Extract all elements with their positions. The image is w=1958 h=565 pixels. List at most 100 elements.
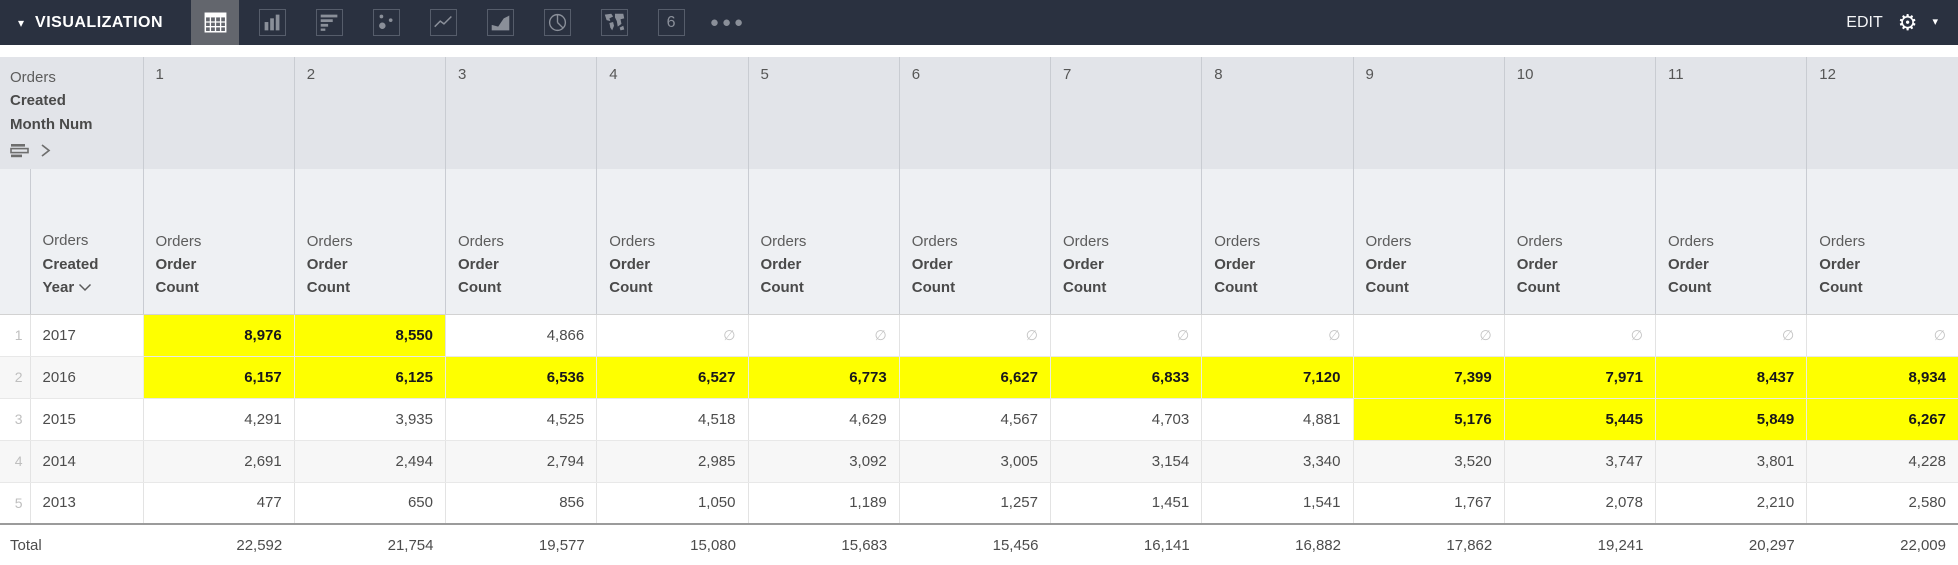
- order-count-cell[interactable]: 1,257: [898, 482, 1051, 525]
- month-column-header[interactable]: 7: [1049, 57, 1202, 169]
- order-count-cell[interactable]: 2,794: [444, 440, 597, 483]
- order-count-cell[interactable]: 4,866: [444, 314, 597, 357]
- edit-button[interactable]: EDIT: [1846, 13, 1883, 31]
- year-cell[interactable]: 2015: [29, 398, 143, 441]
- year-cell[interactable]: 2016: [29, 356, 143, 399]
- viz-type-pie-chart-button[interactable]: [533, 0, 581, 45]
- order-count-cell[interactable]: 1,451: [1049, 482, 1202, 525]
- viz-type-more-button[interactable]: ●●●: [704, 0, 752, 45]
- order-count-cell[interactable]: 3,154: [1049, 440, 1202, 483]
- order-count-cell[interactable]: 6,627: [898, 356, 1051, 399]
- month-column-header[interactable]: 2: [293, 57, 446, 169]
- viz-type-single-value-button[interactable]: 6: [647, 0, 695, 45]
- order-count-cell[interactable]: 4,703: [1049, 398, 1202, 441]
- order-count-cell[interactable]: 2,985: [596, 440, 748, 483]
- null-value-cell[interactable]: ∅: [1806, 314, 1958, 357]
- measure-column-header[interactable]: Orders Order Count: [1806, 169, 1958, 315]
- viz-type-scatter-plot-button[interactable]: [362, 0, 410, 45]
- order-count-cell[interactable]: 6,157: [142, 356, 295, 399]
- order-count-cell[interactable]: 650: [293, 482, 446, 525]
- order-count-cell[interactable]: 3,747: [1503, 440, 1656, 483]
- order-count-cell[interactable]: 4,629: [747, 398, 900, 441]
- visualization-header-toggle[interactable]: ▾ VISUALIZATION: [0, 14, 191, 32]
- order-count-cell[interactable]: 8,437: [1654, 356, 1807, 399]
- order-count-cell[interactable]: 6,833: [1049, 356, 1202, 399]
- order-count-cell[interactable]: 1,189: [747, 482, 900, 525]
- order-count-cell[interactable]: 2,210: [1654, 482, 1807, 525]
- viz-type-column-chart-button[interactable]: [248, 0, 296, 45]
- total-value-cell[interactable]: 21,754: [294, 523, 446, 565]
- month-column-header[interactable]: 12: [1806, 57, 1958, 169]
- order-count-cell[interactable]: 2,580: [1806, 482, 1958, 525]
- month-column-header[interactable]: 1: [142, 57, 295, 169]
- measure-column-header[interactable]: Orders Order Count: [1352, 169, 1505, 315]
- total-value-cell[interactable]: 22,009: [1806, 523, 1958, 565]
- null-value-cell[interactable]: ∅: [1201, 314, 1353, 357]
- year-cell[interactable]: 2017: [29, 314, 143, 357]
- order-count-cell[interactable]: 6,267: [1806, 398, 1958, 441]
- measure-column-header[interactable]: Orders Order Count: [898, 169, 1051, 315]
- order-count-cell[interactable]: 7,120: [1201, 356, 1353, 399]
- order-count-cell[interactable]: 3,801: [1654, 440, 1807, 483]
- order-count-cell[interactable]: 7,971: [1503, 356, 1656, 399]
- null-value-cell[interactable]: ∅: [747, 314, 900, 357]
- order-count-cell[interactable]: 6,527: [596, 356, 748, 399]
- order-count-cell[interactable]: 6,125: [293, 356, 446, 399]
- order-count-cell[interactable]: 6,773: [747, 356, 900, 399]
- total-value-cell[interactable]: 15,683: [748, 523, 900, 565]
- order-count-cell[interactable]: 1,767: [1352, 482, 1505, 525]
- year-dimension-header[interactable]: Orders Created Year: [29, 169, 143, 315]
- gear-icon[interactable]: ⚙: [1897, 9, 1918, 35]
- pivot-controls-icon[interactable]: [10, 143, 30, 162]
- measure-column-header[interactable]: Orders Order Count: [1049, 169, 1202, 315]
- null-value-cell[interactable]: ∅: [1352, 314, 1505, 357]
- order-count-cell[interactable]: 7,399: [1352, 356, 1505, 399]
- month-column-header[interactable]: 9: [1352, 57, 1505, 169]
- order-count-cell[interactable]: 3,935: [293, 398, 446, 441]
- order-count-cell[interactable]: 8,976: [142, 314, 295, 357]
- viz-type-map-button[interactable]: [590, 0, 638, 45]
- order-count-cell[interactable]: 3,005: [898, 440, 1051, 483]
- viz-type-area-chart-button[interactable]: [476, 0, 524, 45]
- order-count-cell[interactable]: 4,518: [596, 398, 748, 441]
- year-cell[interactable]: 2014: [29, 440, 143, 483]
- viz-type-line-chart-button[interactable]: [419, 0, 467, 45]
- order-count-cell[interactable]: 3,092: [747, 440, 900, 483]
- order-count-cell[interactable]: 3,340: [1201, 440, 1353, 483]
- month-column-header[interactable]: 3: [444, 57, 597, 169]
- measure-column-header[interactable]: Orders Order Count: [1201, 169, 1353, 315]
- month-column-header[interactable]: 6: [898, 57, 1051, 169]
- expand-chevron-right-icon[interactable]: [40, 143, 51, 162]
- month-column-header[interactable]: 11: [1654, 57, 1807, 169]
- null-value-cell[interactable]: ∅: [596, 314, 748, 357]
- total-value-cell[interactable]: 15,456: [899, 523, 1051, 565]
- total-value-cell[interactable]: 22,592: [143, 523, 295, 565]
- total-value-cell[interactable]: 16,882: [1201, 523, 1353, 565]
- total-value-cell[interactable]: 20,297: [1655, 523, 1807, 565]
- gear-chevron-down-icon[interactable]: ▾: [1932, 16, 1938, 28]
- measure-column-header[interactable]: Orders Order Count: [747, 169, 900, 315]
- order-count-cell[interactable]: 2,494: [293, 440, 446, 483]
- order-count-cell[interactable]: 4,567: [898, 398, 1051, 441]
- order-count-cell[interactable]: 4,525: [444, 398, 597, 441]
- measure-column-header[interactable]: Orders Order Count: [444, 169, 597, 315]
- order-count-cell[interactable]: 5,176: [1352, 398, 1505, 441]
- order-count-cell[interactable]: 5,849: [1654, 398, 1807, 441]
- order-count-cell[interactable]: 4,228: [1806, 440, 1958, 483]
- total-value-cell[interactable]: 19,241: [1504, 523, 1656, 565]
- month-column-header[interactable]: 10: [1503, 57, 1656, 169]
- month-column-header[interactable]: 5: [747, 57, 900, 169]
- null-value-cell[interactable]: ∅: [1654, 314, 1807, 357]
- month-column-header[interactable]: 4: [596, 57, 748, 169]
- total-value-cell[interactable]: 17,862: [1353, 523, 1505, 565]
- null-value-cell[interactable]: ∅: [898, 314, 1051, 357]
- year-cell[interactable]: 2013: [29, 482, 143, 525]
- order-count-cell[interactable]: 1,541: [1201, 482, 1353, 525]
- order-count-cell[interactable]: 1,050: [596, 482, 748, 525]
- null-value-cell[interactable]: ∅: [1049, 314, 1202, 357]
- null-value-cell[interactable]: ∅: [1503, 314, 1656, 357]
- order-count-cell[interactable]: 8,550: [293, 314, 446, 357]
- order-count-cell[interactable]: 856: [444, 482, 597, 525]
- order-count-cell[interactable]: 4,291: [142, 398, 295, 441]
- order-count-cell[interactable]: 4,881: [1201, 398, 1353, 441]
